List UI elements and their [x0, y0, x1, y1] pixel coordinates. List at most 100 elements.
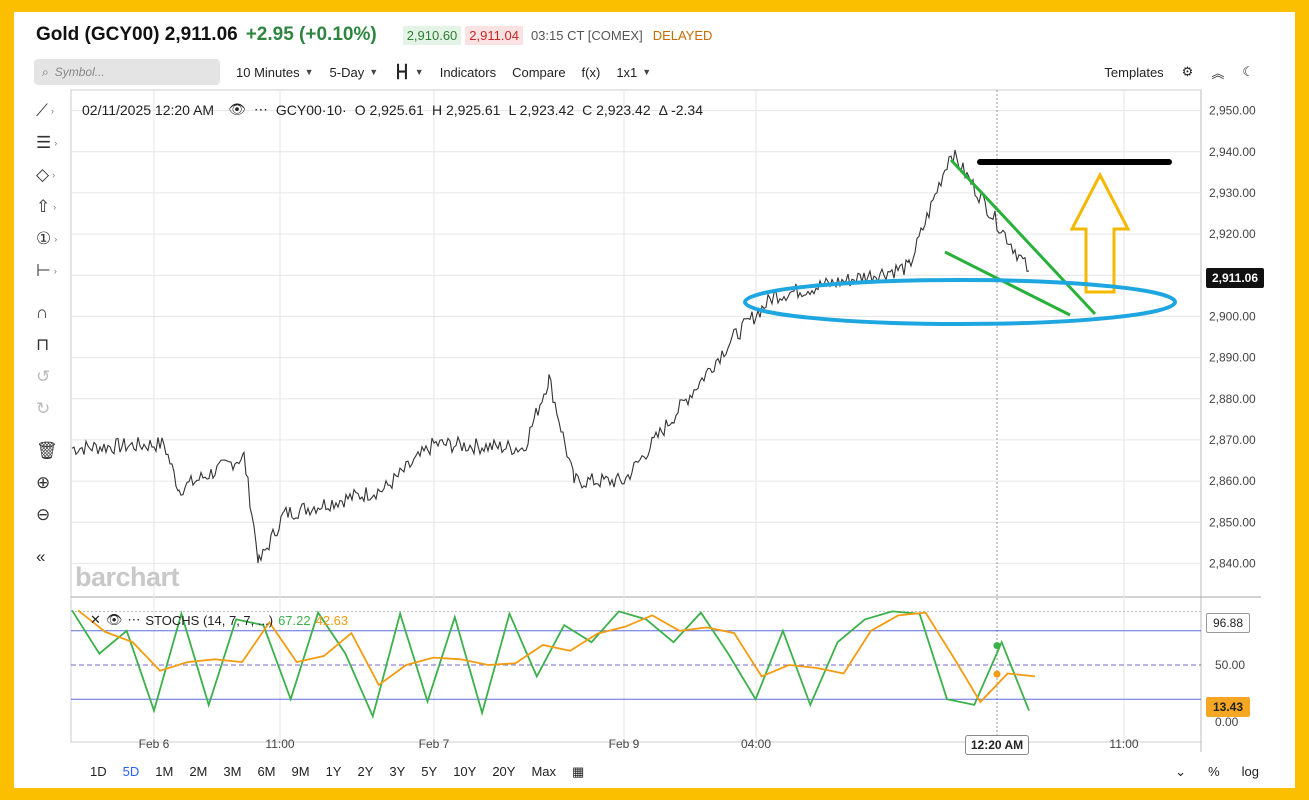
- log-scale-button[interactable]: log: [1241, 764, 1259, 779]
- ohlc-close: C 2,923.42: [582, 101, 651, 118]
- lock-tool[interactable]: ⊓: [36, 334, 66, 356]
- magnet-tool[interactable]: ∩: [36, 302, 66, 324]
- range-selector: 1D 5D 1M 2M 3M 6M 9M 1Y 2Y 3Y 5Y 10Y 20Y Max ▦: [90, 764, 600, 780]
- chart-type-dropdown[interactable]: ┣┫ ▼: [394, 64, 424, 80]
- price-axis: 2,950.002,940.002,930.002,920.002,910.00…: [1209, 104, 1256, 571]
- shape-icon: ◇: [36, 165, 50, 184]
- collapse-icon[interactable]: ︽: [1211, 65, 1225, 81]
- chevron-right-icon: ›: [53, 266, 57, 276]
- range-button-10y[interactable]: 10Y: [453, 764, 477, 779]
- marker-tool[interactable]: ① ›: [36, 228, 66, 250]
- stoch-name: STOCHS (14, 7, 7, ...): [145, 612, 274, 628]
- range-button-5y[interactable]: 5Y: [421, 764, 438, 779]
- ohlc-high: H 2,925.61: [431, 101, 501, 118]
- templates-button[interactable]: Templates: [1104, 64, 1164, 80]
- gear-icon[interactable]: ⚙: [1181, 64, 1194, 79]
- percent-scale-button[interactable]: %: [1208, 764, 1220, 779]
- indicators-button[interactable]: Indicators: [440, 65, 496, 80]
- measure-tool[interactable]: ⊢ ›: [36, 260, 66, 282]
- bid-price: 2,910.60: [402, 25, 462, 45]
- chart-grid: [70, 89, 1261, 752]
- eye-icon[interactable]: 👁: [105, 612, 123, 627]
- time-axis: Feb 6 11:00 Feb 7 Feb 9 04:00 11:00: [139, 737, 1139, 751]
- trendline-tool[interactable]: ⟋ ›: [36, 100, 66, 122]
- range-button-3y[interactable]: 3Y: [389, 764, 406, 779]
- range-button-1d[interactable]: 1D: [90, 764, 107, 779]
- shape-tool[interactable]: ◇ ›: [36, 164, 66, 186]
- range-button-20y[interactable]: 20Y: [492, 764, 516, 779]
- range-button-6m[interactable]: 6M: [257, 764, 276, 779]
- stoch-tick-label: 50.00: [1215, 658, 1245, 672]
- undo-icon: ↺: [36, 367, 51, 386]
- fib-tool[interactable]: ☰ ›: [36, 132, 66, 154]
- range-button-5d[interactable]: 5D: [122, 764, 140, 779]
- range-button-max[interactable]: Max: [531, 764, 557, 779]
- ohlc-interval: ·10·: [321, 101, 347, 118]
- chart-canvas[interactable]: 2,950.002,940.002,930.002,920.002,910.00…: [14, 12, 1295, 788]
- more-icon[interactable]: ⋯: [127, 612, 141, 627]
- range-label: 5-Day: [329, 64, 365, 80]
- quote-header: Gold (GCY00) 2,911.06 +2.95 (+0.10%) 2,9…: [36, 22, 712, 48]
- barchart-watermark: barchart: [75, 562, 180, 592]
- stoch-tick-label: 0.00: [1215, 715, 1239, 729]
- quote-time: 03:15 CT [COMEX]: [530, 27, 643, 43]
- stoch-top-tag: 96.88: [1206, 613, 1250, 633]
- expand-icon[interactable]: ⌄: [1175, 764, 1187, 779]
- price-tick-label: 2,870.00: [1209, 433, 1256, 447]
- stoch-k-marker: [993, 642, 1001, 650]
- calendar-icon[interactable]: ▦: [572, 764, 585, 779]
- chevron-right-icon: ›: [52, 170, 56, 180]
- chevron-down-icon: ▼: [369, 67, 379, 77]
- range-button-1y[interactable]: 1Y: [325, 764, 342, 779]
- stoch-k-line: [71, 609, 1030, 720]
- collapse-toolbar-button[interactable]: «: [36, 546, 66, 568]
- redo-button[interactable]: ↻: [36, 398, 66, 420]
- zoom-out-button[interactable]: ⊖: [36, 504, 66, 526]
- interval-label: 10 Minutes: [236, 64, 300, 80]
- cursor-time-tag: 12:20 AM: [965, 735, 1029, 755]
- layout-label: 1x1: [616, 64, 638, 80]
- range-button-2y[interactable]: 2Y: [357, 764, 374, 779]
- layout-dropdown[interactable]: 1x1 ▼: [616, 65, 651, 80]
- chevron-right-icon: ›: [53, 202, 57, 212]
- symbol-search-input[interactable]: ⌕ Symbol...: [34, 59, 220, 85]
- drawing-toolbar: ⟋ › ☰ › ◇ › ⇧ › ① › ⊢ › ∩ ⊓ ↺ ↻ 🗑 ⊕ ⊖ «: [32, 94, 68, 574]
- price-tick-label: 2,950.00: [1209, 104, 1256, 118]
- redo-icon: ↻: [36, 399, 51, 418]
- zoom-in-icon: ⊕: [36, 473, 51, 492]
- range-button-9m[interactable]: 9M: [291, 764, 310, 779]
- measure-icon: ⊢: [36, 261, 51, 280]
- trash-icon: 🗑: [36, 441, 58, 460]
- close-icon[interactable]: ✕: [90, 612, 101, 627]
- delete-button[interactable]: 🗑: [36, 440, 66, 462]
- more-icon[interactable]: ⋯: [253, 101, 268, 117]
- undo-button[interactable]: ↺: [36, 366, 66, 388]
- search-placeholder: Symbol...: [54, 65, 105, 79]
- zoom-in-button[interactable]: ⊕: [36, 472, 66, 494]
- price-tick-label: 2,940.00: [1209, 145, 1256, 159]
- eye-icon[interactable]: 👁: [228, 101, 246, 117]
- time-tick-label: 11:00: [1109, 737, 1138, 751]
- wedge-upper-line: [949, 158, 1097, 316]
- dark-mode-icon[interactable]: ☾: [1242, 64, 1254, 79]
- price-tick-label: 2,900.00: [1209, 309, 1256, 323]
- delayed-badge: DELAYED: [652, 27, 713, 43]
- time-tick-label: 04:00: [741, 737, 771, 751]
- stoch-k-value: 67.22: [278, 612, 311, 628]
- interval-dropdown[interactable]: 10 Minutes ▼: [236, 65, 314, 80]
- stoch-d-marker: [993, 670, 1001, 678]
- fx-button[interactable]: f(x): [582, 65, 601, 80]
- price-series: [71, 149, 1030, 564]
- compare-button[interactable]: Compare: [512, 65, 565, 80]
- range-button-2m[interactable]: 2M: [189, 764, 208, 779]
- range-button-1m[interactable]: 1M: [155, 764, 174, 779]
- price-tick-label: 2,840.00: [1209, 556, 1256, 570]
- plot-border: [70, 89, 1202, 743]
- time-tick-label: Feb 6: [139, 737, 170, 751]
- range-dropdown[interactable]: 5-Day ▼: [330, 65, 379, 80]
- range-button-3m[interactable]: 3M: [223, 764, 242, 779]
- scale-options: ⌄ % log: [1153, 764, 1259, 780]
- arrow-tool[interactable]: ⇧ ›: [36, 196, 66, 218]
- time-tick-label: Feb 7: [419, 737, 450, 751]
- price-tick-label: 2,920.00: [1209, 227, 1256, 241]
